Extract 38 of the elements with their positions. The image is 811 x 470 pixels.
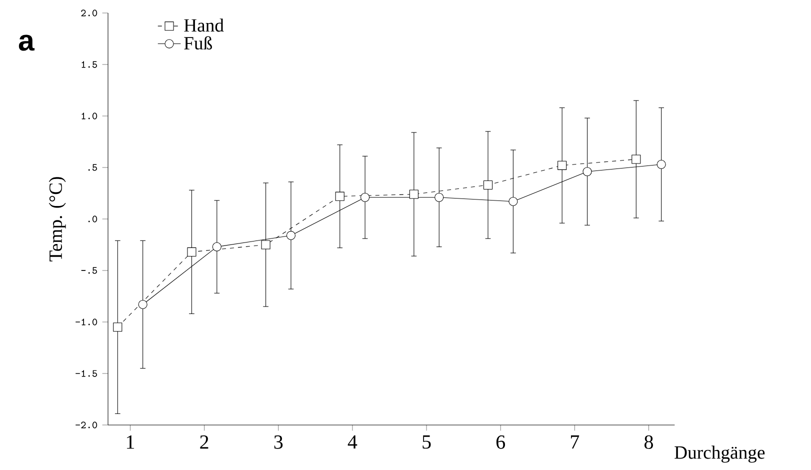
point — [632, 154, 641, 164]
point — [212, 242, 222, 252]
y-tick-label: 1.5 — [82, 61, 98, 68]
point — [187, 247, 196, 256]
point — [558, 160, 567, 170]
x-tick-label: 2 — [200, 435, 208, 449]
y-tick-label: -1.0 — [76, 318, 98, 326]
point — [113, 322, 122, 332]
point — [434, 192, 444, 202]
x-tick-label: 6 — [496, 435, 506, 449]
x-tick-label: 5 — [422, 435, 431, 449]
point — [409, 190, 418, 199]
x-axis-title: Durchgänge — [674, 446, 765, 463]
point — [508, 196, 518, 206]
y-axis-title: Temp. (°C) — [48, 177, 66, 262]
x-tick-label: 3 — [274, 435, 283, 449]
y-tick-label: .0 — [88, 216, 98, 222]
y-tick-label: .5 — [88, 164, 98, 171]
x-tick-label: 4 — [348, 435, 358, 449]
point — [483, 180, 493, 190]
x-tick-label: 8 — [644, 435, 653, 449]
point — [261, 240, 270, 250]
point — [582, 167, 592, 176]
point — [286, 230, 296, 240]
legend-label: Fuß — [184, 36, 212, 50]
y-tick-label: 1.0 — [82, 112, 98, 120]
point — [360, 192, 370, 202]
point — [335, 192, 344, 201]
point — [656, 160, 666, 169]
legend-label: Hand — [184, 18, 224, 32]
y-tick-label: -2.0 — [76, 422, 98, 428]
y-tick-label: -1.5 — [76, 370, 98, 377]
y-tick-label: -.5 — [81, 267, 98, 274]
point — [138, 300, 148, 310]
x-tick-label: 1 — [126, 435, 134, 449]
x-tick-label: 7 — [570, 435, 580, 448]
text: a — [18, 34, 35, 51]
y-tick-label: 2.0 — [81, 10, 98, 16]
